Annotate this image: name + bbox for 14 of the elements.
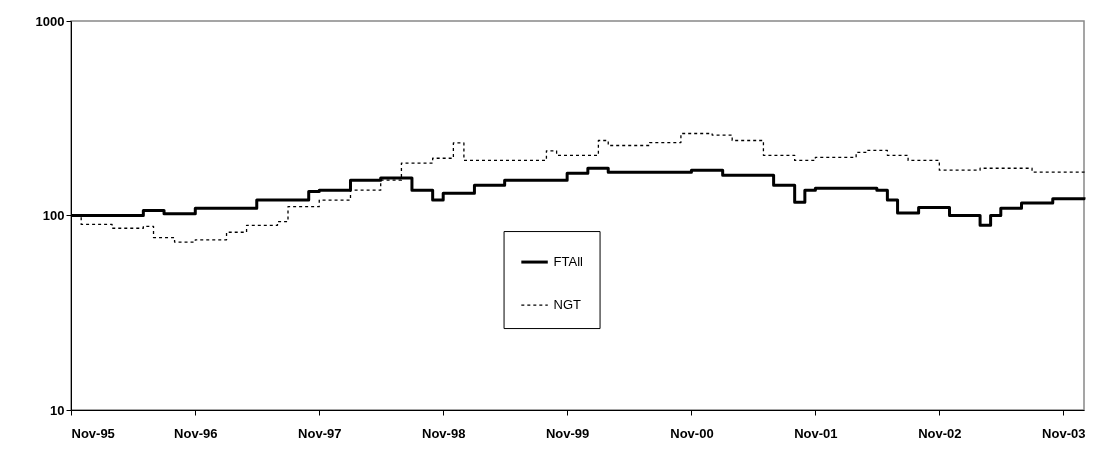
- x-tick-label: Nov-96: [174, 425, 218, 441]
- x-tick-label: Nov-03: [1042, 425, 1086, 441]
- x-tick-label: Nov-99: [545, 425, 590, 441]
- x-tick-label: Nov-01: [794, 425, 838, 441]
- y-tick-label: 10: [50, 402, 65, 418]
- x-tick-label: Nov-97: [298, 425, 342, 441]
- y-tick-label: 1000: [35, 13, 65, 29]
- x-tick-label: Nov-95: [71, 425, 115, 441]
- legend-label: NGT: [553, 297, 582, 313]
- y-tick-label: 100: [42, 208, 65, 223]
- x-tick-label: Nov-00: [670, 425, 714, 441]
- x-tick-label: Nov-98: [422, 425, 466, 441]
- legend-label: FTAll: [553, 254, 584, 270]
- x-tick-label: Nov-02: [918, 425, 962, 441]
